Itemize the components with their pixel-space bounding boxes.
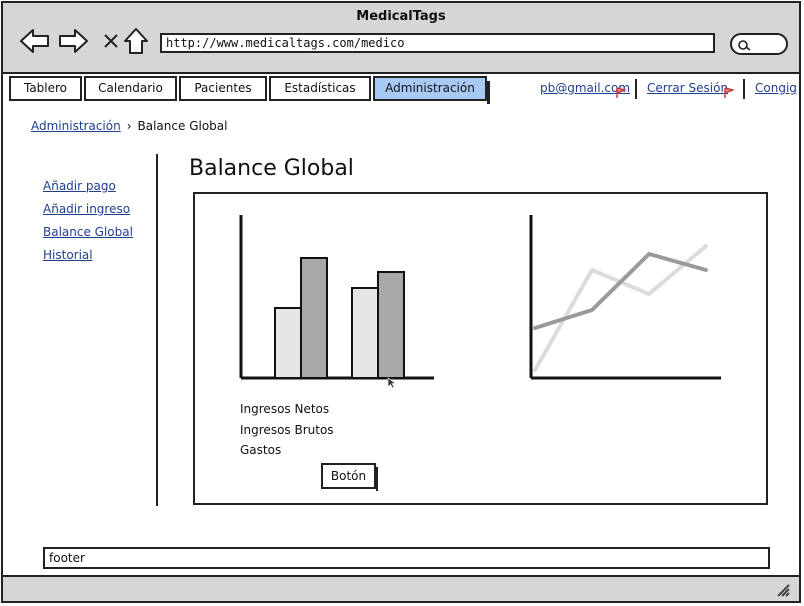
bar	[351, 287, 379, 379]
bar	[300, 257, 328, 379]
flag-icon	[616, 87, 626, 98]
line-chart	[529, 215, 721, 380]
footer: footer	[43, 547, 770, 569]
logout-link[interactable]: Cerrar Sesión	[647, 81, 729, 95]
mouse-cursor-icon	[387, 377, 397, 389]
close-x-icon[interactable]	[97, 25, 129, 57]
bar-chart	[239, 215, 434, 380]
tab-pacientes[interactable]: Pacientes	[179, 76, 267, 101]
page-title: Balance Global	[189, 156, 354, 181]
user-email-link[interactable]: pb@gmail.com	[540, 81, 631, 95]
breadcrumb-current: Balance Global	[137, 119, 228, 133]
bar	[274, 307, 302, 379]
legend-item: Ingresos Netos	[240, 402, 330, 416]
chart-legend: Ingresos Netos Ingresos Brutos Gastos	[240, 399, 334, 461]
legend-item: Ingresos Brutos	[240, 422, 334, 437]
status-bar	[3, 575, 799, 601]
browser-titlebar: MedicalTags http://www.medicaltags.com/m…	[3, 3, 799, 74]
window-title: MedicalTags	[356, 9, 446, 24]
home-icon[interactable]	[121, 25, 153, 57]
flag-icon	[724, 87, 734, 98]
search-field[interactable]	[730, 33, 788, 55]
back-arrow-icon[interactable]	[19, 25, 51, 57]
sidebar-item-anadir-ingreso[interactable]: Añadir ingreso	[43, 202, 131, 216]
chevron-right-icon: ›	[126, 119, 132, 133]
tab-calendario[interactable]: Calendario	[84, 76, 177, 101]
resize-grip-icon[interactable]	[775, 583, 791, 597]
url-bar[interactable]: http://www.medicaltags.com/medico	[160, 33, 715, 53]
sidebar-item-historial[interactable]: Historial	[43, 248, 93, 262]
sidebar-divider	[156, 154, 158, 506]
forward-arrow-icon[interactable]	[57, 25, 89, 57]
boton-button[interactable]: Botón	[321, 463, 378, 491]
config-link[interactable]: Congig	[755, 81, 797, 95]
sidebar-item-anadir-pago[interactable]: Añadir pago	[43, 179, 116, 193]
breadcrumb: Administración › Balance Global	[31, 119, 227, 133]
tab-administracion[interactable]: Administración	[373, 76, 490, 104]
tab-tablero[interactable]: Tablero	[9, 76, 82, 101]
sidebar-nav: Añadir pago Añadir ingreso Balance Globa…	[43, 179, 133, 271]
chart-panel	[193, 192, 768, 505]
header-separator	[743, 79, 745, 99]
tab-estadisticas[interactable]: Estadísticas	[269, 76, 371, 101]
breadcrumb-parent-link[interactable]: Administración	[31, 119, 121, 133]
bar	[377, 271, 405, 379]
sidebar-item-balance-global[interactable]: Balance Global	[43, 225, 133, 239]
search-icon	[738, 40, 751, 51]
header-separator	[635, 79, 637, 99]
legend-item: Gastos	[240, 443, 282, 457]
line-series	[533, 252, 708, 330]
